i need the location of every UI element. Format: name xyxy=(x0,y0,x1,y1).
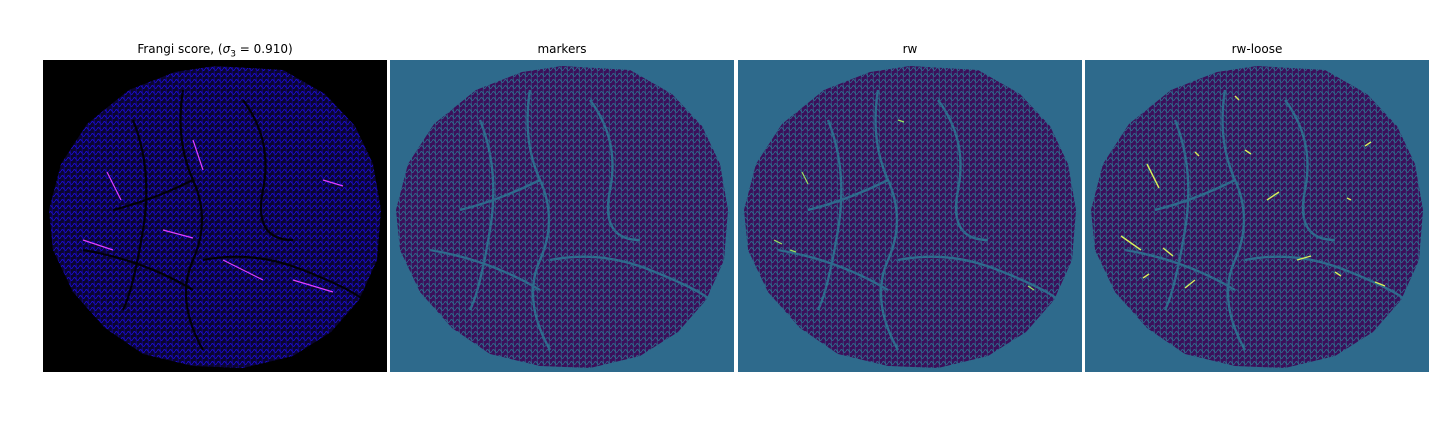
rw-image xyxy=(738,60,1082,372)
panel-title: Frangi score, (σ3 = 0.910) xyxy=(137,42,293,60)
panel-title: rw-loose xyxy=(1231,42,1283,56)
markers-image xyxy=(390,60,734,372)
panel-title: rw xyxy=(902,42,918,56)
frangi-score-image xyxy=(43,60,387,372)
panel-title: markers xyxy=(537,42,587,56)
rw-loose-image xyxy=(1085,60,1429,372)
